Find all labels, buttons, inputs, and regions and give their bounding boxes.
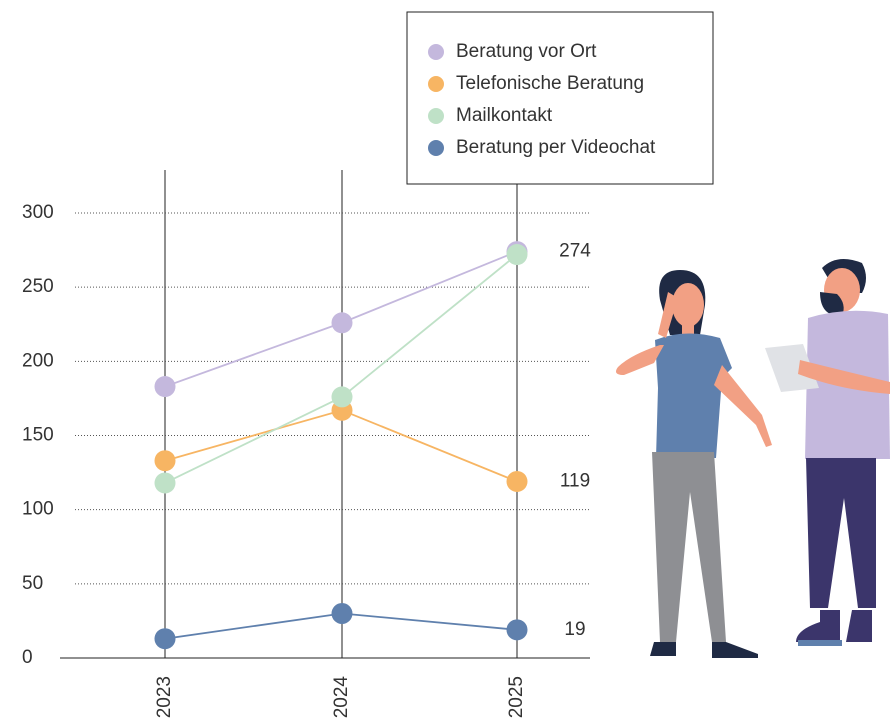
data-point (331, 603, 353, 624)
y-tick-label: 250 (22, 276, 54, 297)
x-tick-label: 2023 (154, 676, 175, 718)
y-tick-label: 150 (22, 425, 54, 446)
value-label: 274 (559, 241, 591, 262)
x-tick-label: 2024 (331, 676, 352, 719)
legend-marker (428, 140, 444, 156)
value-label: 19 (564, 619, 585, 640)
data-point (506, 244, 528, 266)
legend-box (406, 11, 714, 185)
legend-marker (428, 76, 444, 92)
data-point (331, 312, 353, 334)
data-point (331, 386, 353, 408)
legend: Beratung vor Ort Telefonische Beratung Mai… (428, 41, 656, 158)
y-tick-label: 50 (22, 573, 43, 594)
series-line (164, 409, 518, 483)
legend-label: Telefonische Beratung (456, 73, 644, 94)
legend-label: Mailkontakt (456, 105, 553, 126)
illustration (616, 259, 890, 658)
legend-label: Beratung vor Ort (456, 41, 597, 62)
y-tick-label: 0 (22, 647, 33, 668)
y-tick-label: 300 (22, 202, 54, 223)
series-line (164, 253, 518, 484)
data-point (154, 450, 176, 472)
y-tick-label: 100 (22, 499, 54, 520)
x-tick-label: 2025 (506, 676, 527, 718)
plot: 2023 2024 2025 0 50 100 150 200 250 300 274 119 19 (22, 170, 591, 718)
data-point (154, 376, 176, 398)
legend-marker (428, 108, 444, 124)
legend-label: Beratung per Videochat (456, 137, 656, 158)
legend-marker (428, 44, 444, 60)
data-point (154, 472, 176, 494)
y-tick-label: 200 (22, 350, 54, 371)
data-point (154, 628, 176, 650)
value-label: 119 (560, 470, 590, 491)
data-point (506, 619, 528, 641)
data-point (506, 470, 528, 492)
